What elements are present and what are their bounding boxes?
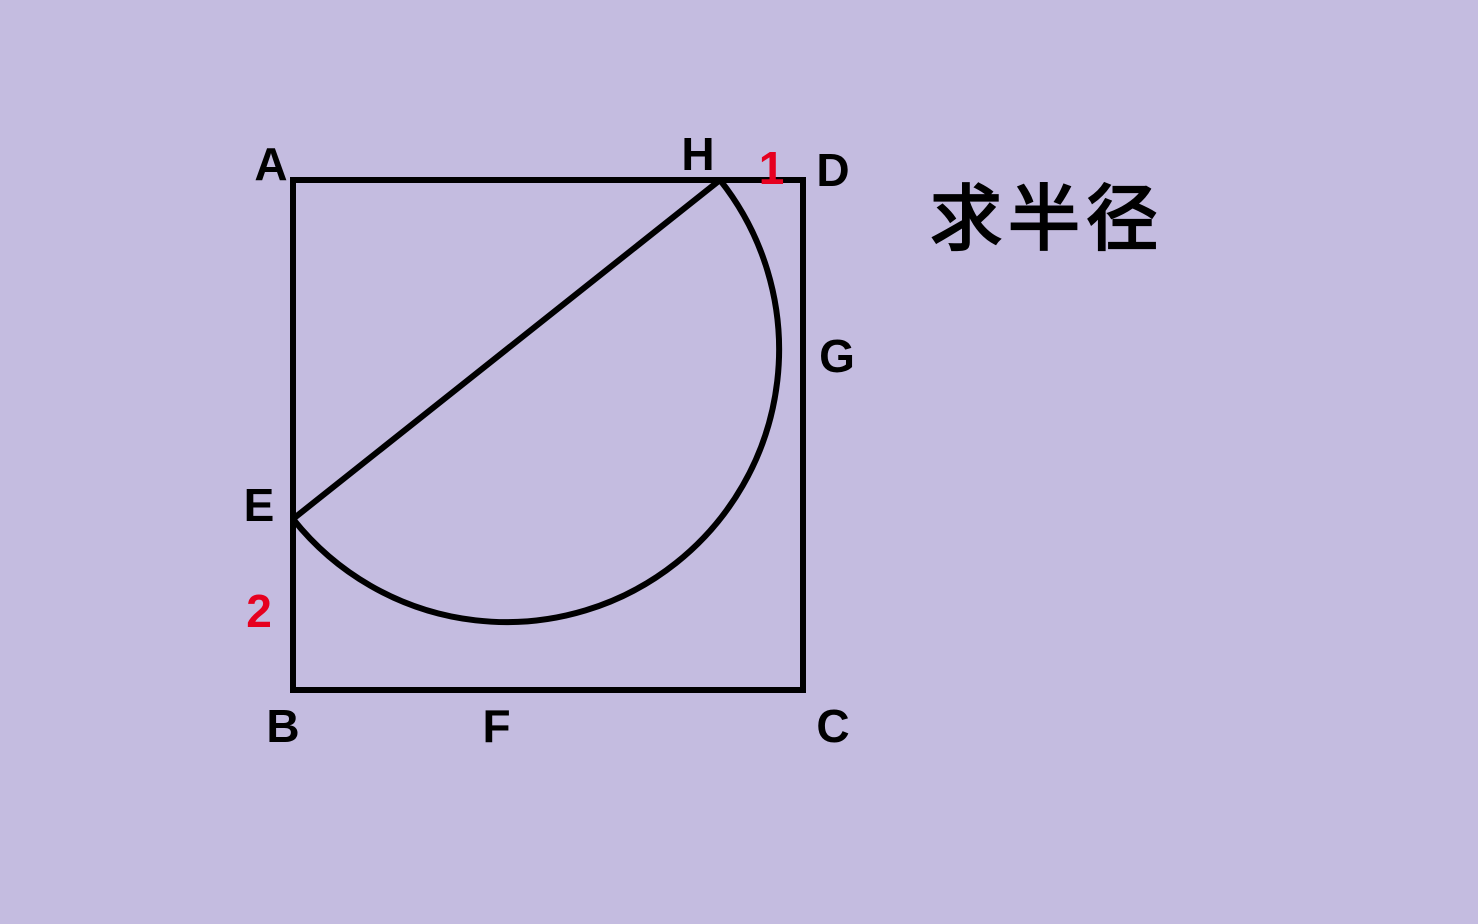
vertex-label-B: B — [266, 699, 299, 753]
dimension-EB: 2 — [246, 584, 272, 638]
geometry-svg — [0, 0, 1478, 924]
vertex-label-D: D — [816, 143, 849, 197]
vertex-label-C: C — [816, 699, 849, 753]
vertex-label-E: E — [244, 478, 275, 532]
dimension-HD: 1 — [759, 141, 785, 195]
diagram-canvas: A B C D E F G H 1 2 求半径 — [0, 0, 1478, 924]
problem-title: 求半径 — [930, 160, 1164, 265]
vertex-label-H: H — [681, 127, 714, 181]
background-rect — [0, 0, 1478, 924]
vertex-label-A: A — [254, 137, 287, 191]
vertex-label-F: F — [482, 699, 510, 753]
vertex-label-G: G — [819, 329, 855, 383]
